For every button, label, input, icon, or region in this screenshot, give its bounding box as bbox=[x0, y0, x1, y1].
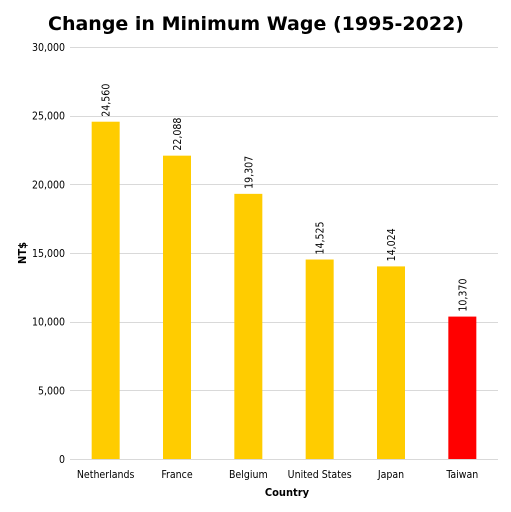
bar-france bbox=[163, 155, 191, 459]
y-axis-label: NT$ bbox=[16, 242, 29, 264]
y-tick-label: 5,000 bbox=[38, 385, 65, 397]
bar-netherlands bbox=[91, 121, 120, 459]
x-tick-label: Taiwan bbox=[445, 469, 478, 481]
y-tick-label: 15,000 bbox=[32, 248, 65, 260]
data-label: 24,560 bbox=[101, 84, 113, 117]
y-axis-ticks: 0 5,000 10,000 15,000 20,000 25,000 30,000 bbox=[32, 42, 65, 466]
x-tick-label: United States bbox=[288, 469, 352, 481]
x-axis-ticks: Netherlands France Belgium United States Jap… bbox=[77, 469, 478, 481]
chart-title: Change in Minimum Wage (1995-2022) bbox=[48, 13, 464, 35]
x-axis-label: Country bbox=[265, 486, 310, 499]
x-tick-label: Japan bbox=[377, 469, 404, 481]
bar-belgium bbox=[234, 193, 263, 460]
bar-taiwan bbox=[448, 316, 477, 459]
x-tick-label: France bbox=[161, 469, 193, 481]
data-labels: 24,560 22,088 19,307 14,525 14,024 10,370 bbox=[101, 84, 470, 312]
y-tick-label: 20,000 bbox=[32, 179, 65, 191]
data-label: 10,370 bbox=[457, 279, 469, 312]
x-tick-label: Belgium bbox=[229, 469, 268, 481]
bars bbox=[91, 121, 477, 460]
data-label: 14,525 bbox=[315, 221, 327, 254]
data-label: 19,307 bbox=[243, 156, 255, 189]
y-tick-label: 10,000 bbox=[32, 317, 65, 329]
bar-united-states bbox=[305, 259, 334, 459]
data-label: 14,024 bbox=[386, 228, 398, 261]
y-tick-label: 25,000 bbox=[32, 111, 65, 123]
y-tick-label: 0 bbox=[59, 454, 65, 466]
grid-layer bbox=[70, 47, 498, 460]
x-tick-label: Netherlands bbox=[77, 469, 135, 481]
y-tick-label: 30,000 bbox=[32, 42, 65, 54]
data-label: 22,088 bbox=[172, 118, 184, 151]
bar-japan bbox=[377, 266, 405, 459]
